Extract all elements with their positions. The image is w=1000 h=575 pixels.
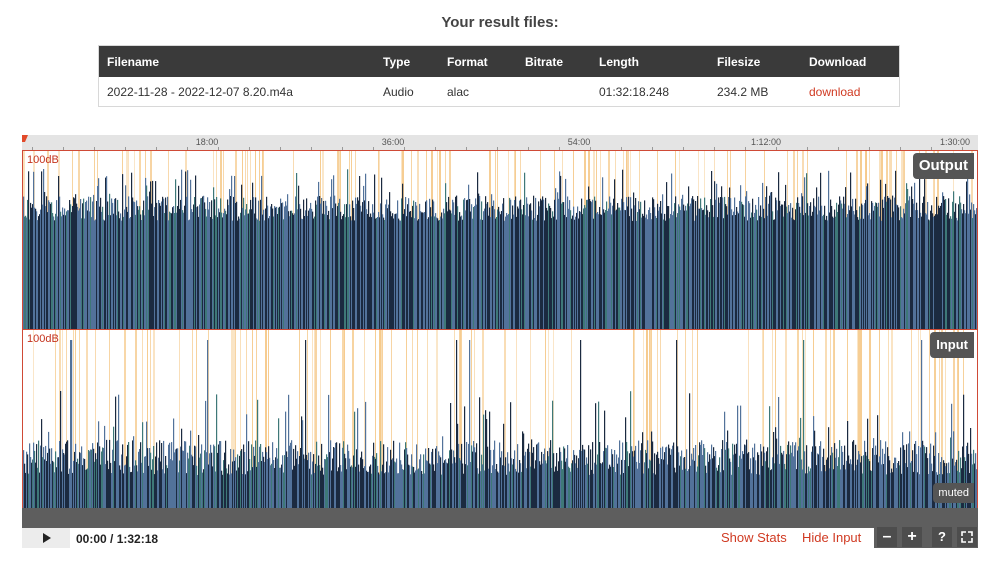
input-label: Input — [930, 332, 974, 358]
col-filename: Filename — [98, 45, 375, 77]
hide-input-button[interactable]: Hide Input — [802, 530, 862, 545]
timeline-minor-mark — [435, 147, 436, 150]
output-waveform — [23, 151, 977, 329]
col-filesize: Filesize — [709, 45, 801, 77]
download-link[interactable]: download — [809, 84, 861, 99]
output-label: Output — [912, 153, 974, 179]
timeline-tick: 18:00 — [195, 137, 219, 147]
table-header-row: Filename Type Format Bitrate Length File… — [98, 45, 900, 77]
timeline-minor-mark — [869, 147, 870, 150]
timeline-tick: 36:00 — [381, 137, 405, 147]
timeline-minor-mark — [280, 147, 281, 150]
cell-bitrate — [517, 77, 591, 107]
table-row: 2022-11-28 - 2022-12-07 8.20.m4a Audio a… — [99, 77, 900, 107]
timeline-tick: 54:00 — [567, 137, 591, 147]
zoom-out-button[interactable]: – — [877, 527, 897, 547]
timeline-minor-mark — [187, 147, 188, 150]
timeline-minor-mark — [962, 147, 963, 150]
output-waveform-track[interactable]: 100dB Output — [22, 150, 978, 330]
output-db-label: 100dB — [27, 154, 59, 166]
audio-player: 18:00 36:00 54:00 1:12:00 1:30:00 100dB … — [22, 135, 978, 548]
timeline-minor-mark — [807, 147, 808, 150]
timeline-minor-mark — [311, 147, 312, 150]
control-bar-area — [70, 528, 874, 548]
timeline-minor-mark — [900, 147, 901, 150]
cell-filename: 2022-11-28 - 2022-12-07 8.20.m4a — [107, 84, 293, 99]
timeline-minor-mark — [466, 147, 467, 150]
timeline-minor-mark — [342, 147, 343, 150]
page-title: Your result files: — [441, 14, 559, 31]
muted-badge: muted — [933, 483, 974, 503]
help-button[interactable]: ? — [932, 527, 952, 547]
zoom-in-button[interactable]: + — [902, 527, 922, 547]
time-display: 00:00 / 1:32:18 — [76, 532, 159, 546]
show-stats-button[interactable]: Show Stats — [721, 530, 787, 545]
timeline-minor-mark — [776, 147, 777, 150]
timeline-minor-mark — [156, 147, 157, 150]
cell-type: Audio — [383, 84, 414, 99]
cell-format: alac — [447, 84, 470, 99]
timeline-minor-mark — [404, 147, 405, 150]
player-controls: 00:00 / 1:32:18 Show Stats Hide Input – … — [22, 508, 978, 548]
input-waveform-track[interactable]: 100dB Input muted — [22, 329, 978, 509]
timeline-minor-mark — [497, 147, 498, 150]
timeline-tick: 1:12:00 — [750, 137, 782, 147]
col-download: Download — [801, 45, 900, 77]
timeline-minor-mark — [621, 147, 622, 150]
timeline-ruler[interactable]: 18:00 36:00 54:00 1:12:00 1:30:00 — [22, 135, 978, 151]
timeline-minor-mark — [373, 147, 374, 150]
timeline-minor-mark — [32, 147, 33, 150]
result-files-table: Filename Type Format Bitrate Length File… — [98, 45, 900, 107]
timeline-minor-mark — [590, 147, 591, 150]
fullscreen-icon — [961, 531, 973, 543]
timeline-minor-mark — [714, 147, 715, 150]
col-type: Type — [375, 45, 439, 77]
timeline-minor-mark — [559, 147, 560, 150]
col-format: Format — [439, 45, 517, 77]
input-db-label: 100dB — [27, 333, 59, 345]
col-bitrate: Bitrate — [517, 45, 591, 77]
timeline-minor-mark — [125, 147, 126, 150]
fullscreen-button[interactable] — [957, 527, 977, 547]
timeline-minor-mark — [745, 147, 746, 150]
timeline-minor-mark — [931, 147, 932, 150]
timeline-minor-mark — [63, 147, 64, 150]
timeline-minor-mark — [652, 147, 653, 150]
input-waveform — [23, 330, 977, 508]
timeline-minor-mark — [218, 147, 219, 150]
timeline-minor-mark — [528, 147, 529, 150]
timeline-minor-mark — [838, 147, 839, 150]
timeline-minor-mark — [94, 147, 95, 150]
cell-download: download — [801, 77, 900, 107]
cell-length: 01:32:18.248 — [599, 84, 670, 99]
cell-filesize: 234.2 MB — [717, 84, 769, 99]
col-length: Length — [591, 45, 709, 77]
timeline-minor-mark — [249, 147, 250, 150]
play-button[interactable] — [22, 528, 70, 548]
timeline-minor-mark — [683, 147, 684, 150]
playhead-marker[interactable] — [22, 135, 28, 142]
timeline-tick: 1:30:00 — [939, 137, 970, 147]
play-icon — [43, 533, 51, 543]
